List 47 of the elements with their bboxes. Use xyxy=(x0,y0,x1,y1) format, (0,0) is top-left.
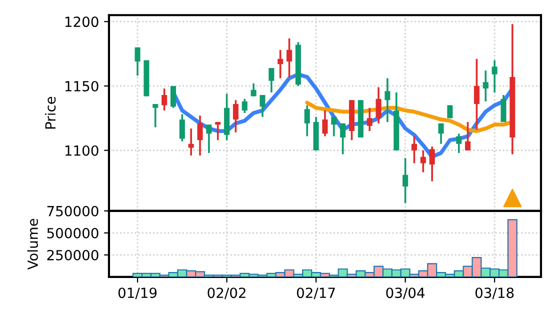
candlestick xyxy=(232,99,238,134)
candlestick xyxy=(366,106,372,132)
candlestick xyxy=(482,70,488,102)
candlestick xyxy=(340,122,346,156)
candlestick xyxy=(376,86,382,124)
x-tick-label: 02/02 xyxy=(208,288,246,300)
candlestick xyxy=(500,94,506,123)
candlestick xyxy=(152,103,158,128)
candlestick xyxy=(465,121,471,152)
candlestick xyxy=(134,46,140,77)
candlestick xyxy=(286,37,292,78)
candlestick xyxy=(420,149,426,174)
y-tick-label: 1200 xyxy=(65,16,98,28)
candlestick xyxy=(206,124,212,154)
y-tick-label: 1150 xyxy=(65,80,98,92)
candlestick xyxy=(429,146,435,182)
y-tick-label: 500000 xyxy=(47,228,98,238)
candlestick xyxy=(242,98,248,114)
candlestick xyxy=(215,121,221,141)
x-tick-label: 03/18 xyxy=(475,288,514,300)
candlestick xyxy=(170,85,176,109)
candlestick xyxy=(278,49,284,80)
y-tick-label: 250000 xyxy=(47,250,98,260)
candlestick xyxy=(492,59,498,94)
candlestick xyxy=(260,94,266,118)
y-tick-label: 1100 xyxy=(65,145,98,156)
candlestick xyxy=(322,110,328,138)
candlestick xyxy=(304,104,310,138)
candlestick xyxy=(474,58,480,131)
candlestick xyxy=(268,67,274,94)
candlestick xyxy=(162,88,168,112)
x-tick-label: 02/17 xyxy=(296,288,335,300)
y-axis-title: Price xyxy=(44,96,56,129)
candlestick xyxy=(411,135,418,164)
candlestick xyxy=(250,82,256,98)
candlestick xyxy=(402,157,408,204)
candlestick xyxy=(456,132,462,154)
y-tick-label: 750000 xyxy=(47,206,98,216)
x-tick-label: 03/04 xyxy=(386,288,425,300)
candlestick xyxy=(384,77,390,123)
candlestick xyxy=(438,122,444,145)
y-axis-title: Volume xyxy=(27,218,38,270)
candlestick xyxy=(179,113,185,142)
candlestick xyxy=(331,116,337,138)
candlestick xyxy=(188,128,194,156)
x-tick-label: 01/19 xyxy=(118,288,157,300)
candlestick xyxy=(197,114,203,156)
